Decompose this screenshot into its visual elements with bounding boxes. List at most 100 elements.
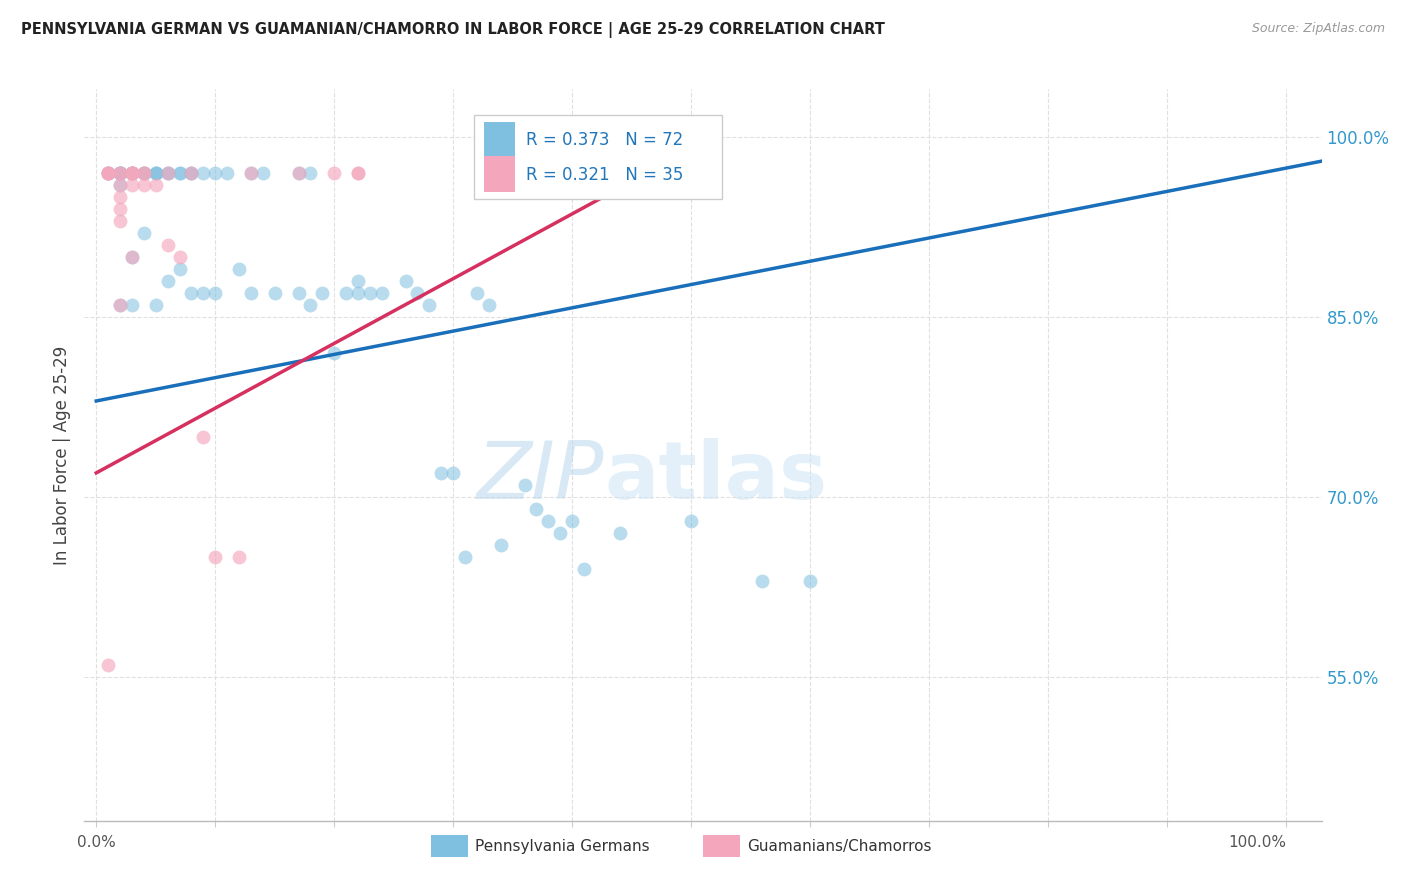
Point	[121, 166, 143, 180]
Point	[620, 166, 643, 180]
Bar	[430, 835, 468, 857]
FancyBboxPatch shape	[474, 115, 721, 199]
Point	[132, 166, 155, 180]
Text: Pennsylvania Germans: Pennsylvania Germans	[475, 838, 650, 854]
Point	[145, 178, 167, 193]
Point	[465, 286, 488, 301]
Point	[394, 274, 416, 288]
Point	[204, 549, 226, 564]
Point	[108, 166, 131, 180]
Text: ZIP: ZIP	[477, 438, 605, 516]
Point	[169, 166, 191, 180]
Point	[347, 286, 370, 301]
Point	[572, 562, 595, 576]
Point	[121, 298, 143, 312]
Point	[526, 501, 548, 516]
Point	[97, 166, 120, 180]
Point	[193, 166, 215, 180]
Point	[156, 166, 179, 180]
Point	[537, 514, 560, 528]
Text: Guamanians/Chamorros: Guamanians/Chamorros	[748, 838, 932, 854]
Point	[347, 166, 370, 180]
Point	[169, 250, 191, 264]
Point	[347, 166, 370, 180]
Point	[169, 166, 191, 180]
Point	[323, 166, 346, 180]
Point	[204, 166, 226, 180]
Point	[108, 202, 131, 216]
Point	[145, 298, 167, 312]
Point	[132, 226, 155, 240]
Point	[287, 166, 309, 180]
Point	[108, 178, 131, 193]
Point	[156, 274, 179, 288]
Point	[108, 214, 131, 228]
Point	[311, 286, 333, 301]
Point	[252, 166, 274, 180]
Point	[97, 166, 120, 180]
Point	[180, 166, 202, 180]
Point	[97, 657, 120, 672]
Point	[97, 166, 120, 180]
Bar	[484, 156, 515, 192]
Point	[108, 298, 131, 312]
Point	[430, 466, 453, 480]
Bar	[484, 122, 515, 157]
Point	[299, 166, 322, 180]
Text: 100.0%: 100.0%	[1227, 835, 1286, 850]
Point	[406, 286, 429, 301]
Point	[347, 274, 370, 288]
Point	[132, 178, 155, 193]
Point	[180, 286, 202, 301]
Point	[108, 190, 131, 204]
Point	[108, 178, 131, 193]
Text: 0.0%: 0.0%	[77, 835, 115, 850]
Point	[121, 250, 143, 264]
Point	[180, 166, 202, 180]
Point	[239, 166, 262, 180]
Point	[156, 238, 179, 252]
Point	[418, 298, 440, 312]
Point	[548, 525, 571, 540]
Point	[799, 574, 821, 588]
Point	[359, 286, 381, 301]
Point	[180, 166, 202, 180]
Point	[156, 166, 179, 180]
Point	[228, 549, 250, 564]
Point	[441, 466, 464, 480]
Point	[323, 346, 346, 360]
Point	[513, 478, 536, 492]
Point	[145, 166, 167, 180]
Point	[489, 538, 512, 552]
Point	[121, 178, 143, 193]
Point	[121, 166, 143, 180]
Point	[263, 286, 285, 301]
Point	[132, 166, 155, 180]
Point	[239, 286, 262, 301]
Point	[287, 286, 309, 301]
Y-axis label: In Labor Force | Age 25-29: In Labor Force | Age 25-29	[53, 345, 72, 565]
Point	[239, 166, 262, 180]
Point	[561, 514, 583, 528]
Point	[217, 166, 239, 180]
Point	[751, 574, 773, 588]
Point	[132, 166, 155, 180]
Point	[132, 166, 155, 180]
Point	[121, 166, 143, 180]
Point	[121, 166, 143, 180]
Point	[132, 166, 155, 180]
Point	[609, 525, 631, 540]
Point	[108, 166, 131, 180]
Point	[97, 166, 120, 180]
Point	[335, 286, 357, 301]
Point	[121, 166, 143, 180]
Point	[299, 298, 322, 312]
Point	[108, 298, 131, 312]
Point	[156, 166, 179, 180]
Point	[478, 298, 501, 312]
Point	[193, 286, 215, 301]
Point	[108, 166, 131, 180]
Text: Source: ZipAtlas.com: Source: ZipAtlas.com	[1251, 22, 1385, 36]
Point	[121, 166, 143, 180]
Point	[193, 430, 215, 444]
